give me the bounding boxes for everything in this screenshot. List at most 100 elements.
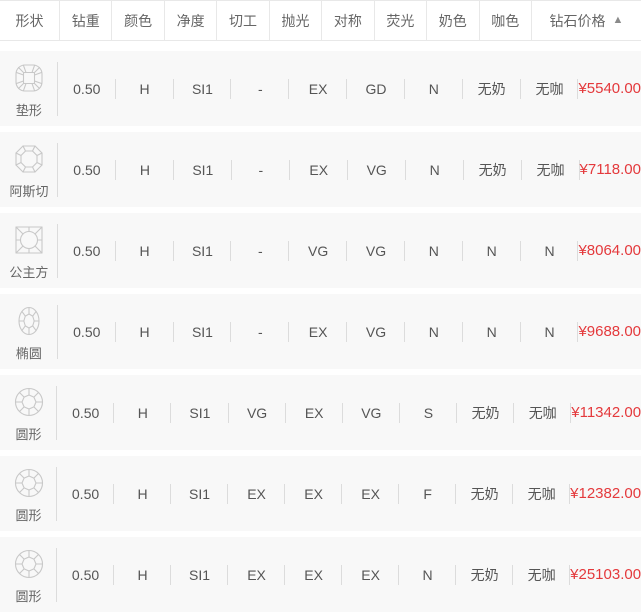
cell-fluorescence: N xyxy=(405,294,463,369)
column-header-label: 抛光 xyxy=(281,12,310,29)
cell-color: H xyxy=(116,132,174,207)
cell-price: ¥25103.00 xyxy=(570,566,641,583)
cell-fluorescence: F xyxy=(399,456,456,531)
cell-clarity: SI1 xyxy=(171,375,228,450)
cell-cut: VG xyxy=(229,375,286,450)
round-shape-icon xyxy=(14,468,43,498)
column-header-label: 咖色 xyxy=(491,12,520,29)
cell-color: H xyxy=(116,294,174,369)
column-header-color: 颜色 xyxy=(112,1,165,40)
cell-coffee: N xyxy=(521,294,579,369)
cell-price: ¥11342.00 xyxy=(571,404,641,421)
oval-shape-icon xyxy=(18,306,40,336)
table-row[interactable]: 圆形 0.50 H SI1 EX EX EX N 无奶 无咖 ¥25103.00 xyxy=(0,537,641,612)
column-header-label: 奶色 xyxy=(438,12,467,29)
table-row[interactable]: 椭圆 0.50 H SI1- EX VG N N N ¥9688.00 xyxy=(0,294,641,369)
cell-clarity: SI1 xyxy=(174,51,232,126)
cell-carat: 0.50 xyxy=(57,375,114,450)
cell-symmetry: EX xyxy=(342,537,399,612)
column-header-label: 切工 xyxy=(229,12,258,29)
cell-color: H xyxy=(116,51,174,126)
cushion-shape-icon xyxy=(15,64,43,92)
cell-clarity: SI1 xyxy=(171,456,228,531)
cell-fluorescence: N xyxy=(406,132,464,207)
cell-polish: EX xyxy=(289,294,347,369)
table-header: 形状 钻重 颜色 净度 切工 抛光 对称 荧光 奶色 咖色 钻石价格 ▲ xyxy=(0,0,641,41)
asscher-shape-icon xyxy=(15,145,43,173)
cell-cut: EX xyxy=(228,537,285,612)
shape-label: 圆形 xyxy=(15,508,42,523)
table-row[interactable]: 圆形 0.50 H SI1 EX EX EX F 无奶 无咖 ¥12382.00 xyxy=(0,456,641,531)
cell-polish: EX xyxy=(285,537,342,612)
cell-shape: 公主方 xyxy=(0,213,58,288)
column-header-label: 荧光 xyxy=(386,12,415,29)
princess-shape-icon xyxy=(15,226,43,254)
cell-color: H xyxy=(114,375,171,450)
shape-label: 公主方 xyxy=(9,265,49,280)
cell-carat: 0.50 xyxy=(58,132,116,207)
cell-carat: 0.50 xyxy=(58,51,116,126)
cell-polish: EX xyxy=(285,456,342,531)
cell-polish: VG xyxy=(289,213,347,288)
cell-shape: 椭圆 xyxy=(0,294,58,369)
cell-coffee: 无咖 xyxy=(522,132,580,207)
round-shape-icon xyxy=(14,549,43,579)
cell-coffee: 无咖 xyxy=(513,537,570,612)
column-header-milky: 奶色 xyxy=(427,1,480,40)
cell-carat: 0.50 xyxy=(57,537,114,612)
cell-cut: - xyxy=(231,294,289,369)
cell-milky: 无奶 xyxy=(463,51,521,126)
shape-label: 圆形 xyxy=(15,589,42,604)
cell-shape: 垫形 xyxy=(0,51,58,126)
cell-symmetry: VG xyxy=(347,294,405,369)
cell-polish: EX xyxy=(289,51,347,126)
cell-cut: - xyxy=(231,213,289,288)
column-header-label: 钻石价格 xyxy=(549,12,606,29)
table-row[interactable]: 阿斯切 0.50 H SI1- EX VG N 无奶 无咖 ¥7118.00 xyxy=(0,132,641,207)
shape-label: 圆形 xyxy=(15,427,42,442)
table-row[interactable]: 公主方 0.50 H SI1- VG VG N N N ¥8064.00 xyxy=(0,213,641,288)
cell-symmetry: VG xyxy=(347,213,405,288)
column-header-price[interactable]: 钻石价格 ▲ xyxy=(532,1,641,40)
cell-carat: 0.50 xyxy=(58,213,116,288)
column-header-label: 钻重 xyxy=(71,12,100,29)
column-header-carat: 钻重 xyxy=(60,1,113,40)
cell-carat: 0.50 xyxy=(57,456,114,531)
table-row[interactable]: 垫形 0.50 H SI1- EX GD N 无奶 无咖 ¥5540.00 xyxy=(0,51,641,126)
cell-milky: 无奶 xyxy=(456,456,513,531)
column-header-label: 颜色 xyxy=(124,12,153,29)
cell-price: ¥9688.00 xyxy=(578,323,641,340)
cell-price: ¥12382.00 xyxy=(570,485,641,502)
column-header-label: 净度 xyxy=(176,12,205,29)
column-header-symmetry: 对称 xyxy=(322,1,375,40)
cell-cut: - xyxy=(231,51,289,126)
column-header-coffee: 咖色 xyxy=(480,1,532,40)
table-row[interactable]: 圆形 0.50 H SI1 VG EX VG S 无奶 无咖 ¥11342.00 xyxy=(0,375,641,450)
cell-symmetry: GD xyxy=(347,51,405,126)
cell-symmetry: VG xyxy=(348,132,406,207)
cell-clarity: SI1 xyxy=(174,132,232,207)
cell-symmetry: EX xyxy=(342,456,399,531)
cell-clarity: SI1 xyxy=(174,213,232,288)
column-header-shape: 形状 xyxy=(0,1,60,40)
cell-shape: 圆形 xyxy=(0,375,57,450)
cell-color: H xyxy=(114,537,171,612)
cell-fluorescence: N xyxy=(405,213,463,288)
cell-price: ¥8064.00 xyxy=(578,242,641,259)
sort-ascending-icon[interactable]: ▲ xyxy=(612,14,624,26)
column-header-clarity: 净度 xyxy=(165,1,218,40)
cell-clarity: SI1 xyxy=(171,537,228,612)
column-header-label: 形状 xyxy=(15,12,44,29)
cell-price: ¥5540.00 xyxy=(578,80,641,97)
cell-milky: 无奶 xyxy=(456,537,513,612)
table-body: 垫形 0.50 H SI1- EX GD N 无奶 无咖 ¥5540.00 阿斯切 0.50 H SI1… xyxy=(0,51,641,612)
cell-milky: N xyxy=(463,213,521,288)
cell-shape: 圆形 xyxy=(0,537,57,612)
cell-color: H xyxy=(114,456,171,531)
cell-coffee: 无咖 xyxy=(514,375,571,450)
cell-coffee: N xyxy=(521,213,579,288)
cell-fluorescence: N xyxy=(405,51,463,126)
column-header-fluorescence: 荧光 xyxy=(375,1,428,40)
cell-shape: 阿斯切 xyxy=(0,132,58,207)
